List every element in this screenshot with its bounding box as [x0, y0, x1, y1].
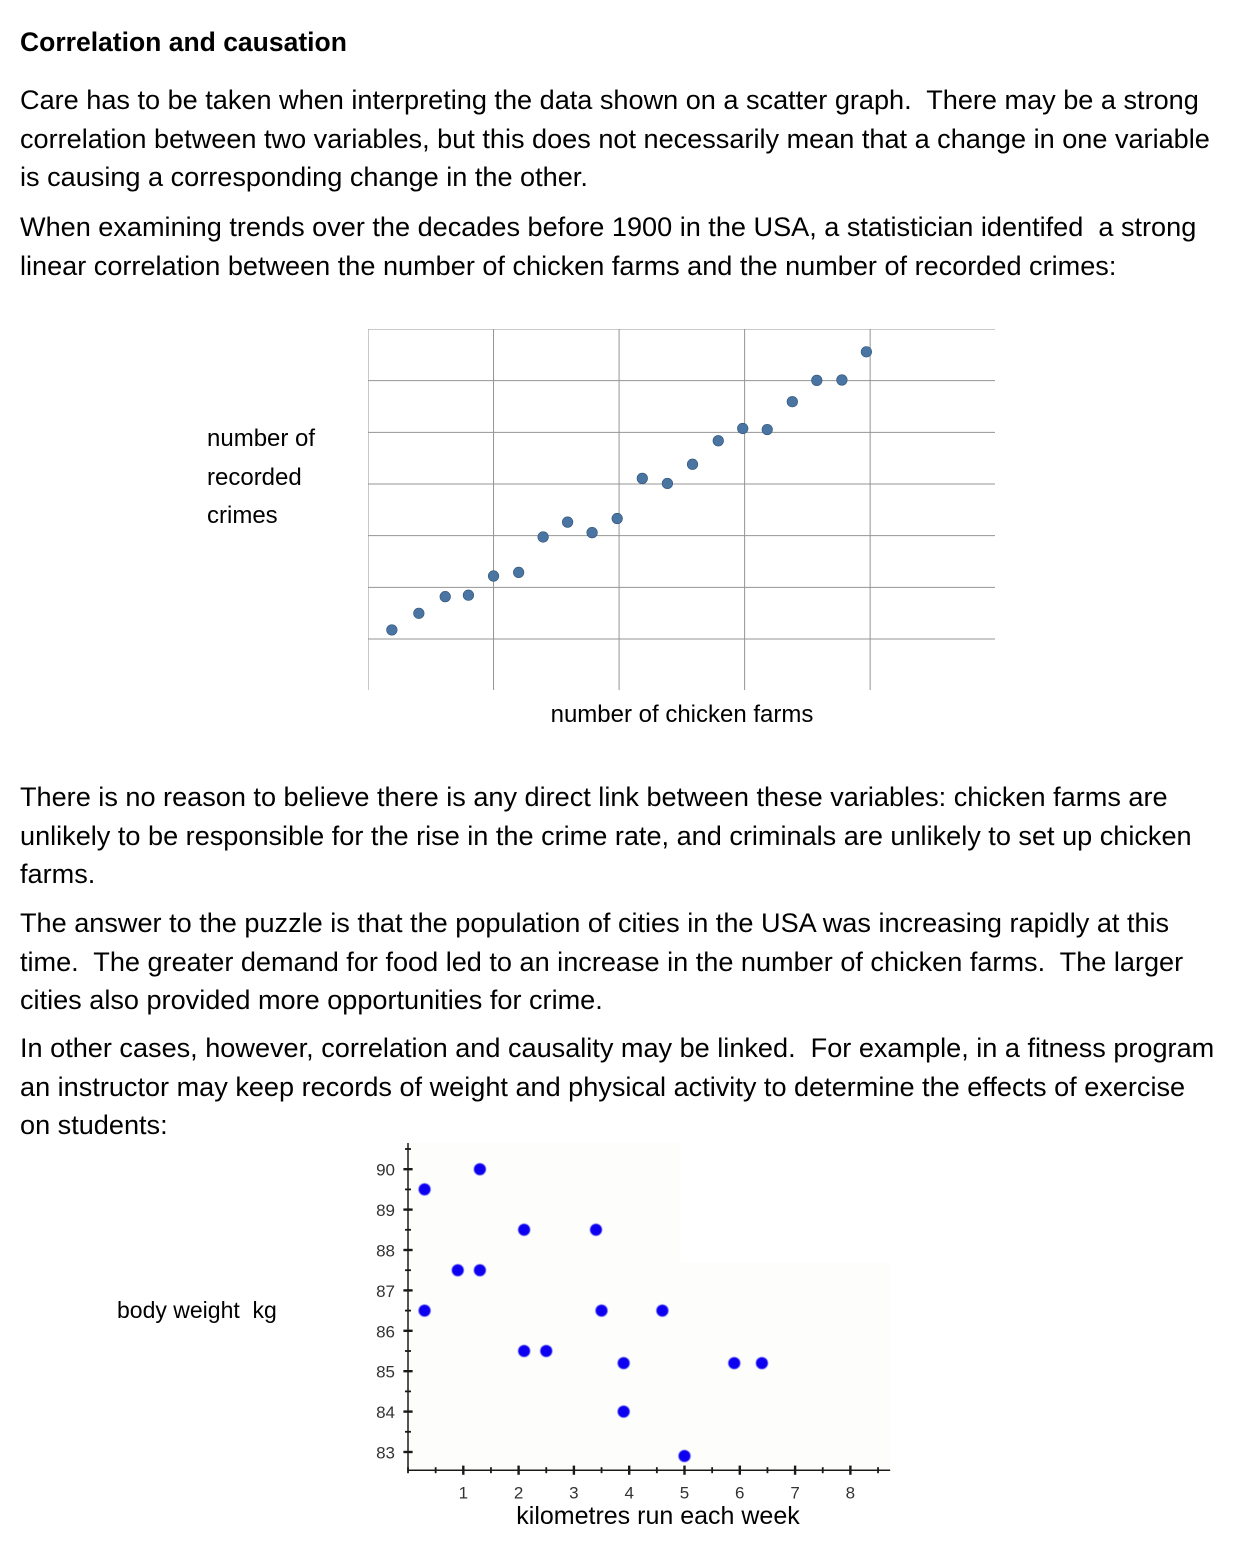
- svg-text:89: 89: [376, 1201, 395, 1220]
- svg-text:1: 1: [459, 1483, 468, 1502]
- svg-text:87: 87: [376, 1281, 395, 1300]
- svg-text:84: 84: [376, 1403, 395, 1422]
- svg-text:4: 4: [624, 1483, 633, 1502]
- svg-text:2: 2: [514, 1483, 523, 1502]
- svg-text:6: 6: [735, 1483, 744, 1502]
- svg-text:88: 88: [376, 1241, 395, 1260]
- svg-text:86: 86: [376, 1322, 395, 1341]
- svg-text:83: 83: [376, 1443, 395, 1462]
- svg-text:5: 5: [680, 1483, 689, 1502]
- svg-text:3: 3: [569, 1483, 578, 1502]
- svg-text:8: 8: [846, 1483, 855, 1502]
- svg-text:7: 7: [790, 1483, 799, 1502]
- svg-text:85: 85: [376, 1362, 395, 1381]
- svg-text:90: 90: [376, 1160, 395, 1179]
